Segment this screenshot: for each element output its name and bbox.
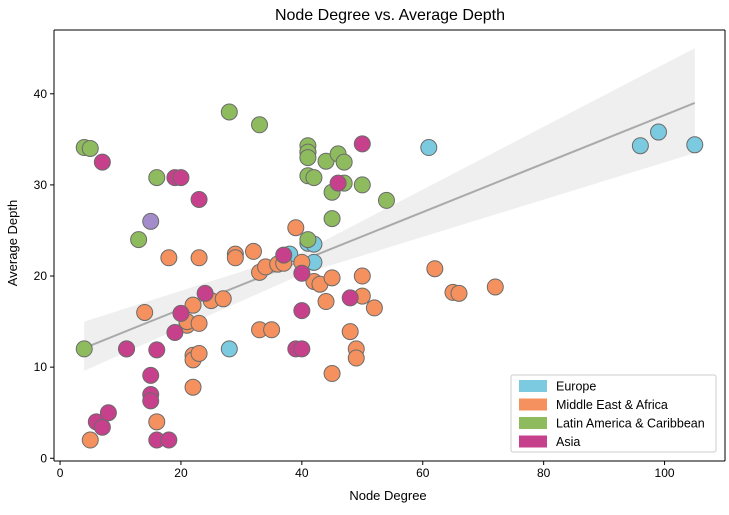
data-point-latin-america-caribbean <box>335 153 353 171</box>
x-tick-label: 20 <box>174 466 188 480</box>
data-point-asia <box>329 174 347 192</box>
data-point-middle-east-africa <box>365 299 383 317</box>
data-point-middle-east-africa <box>148 413 166 431</box>
data-point-middle-east-africa <box>226 249 244 267</box>
y-tick-label: 40 <box>34 87 48 101</box>
legend-swatch-latin-america-caribbean <box>519 417 547 429</box>
data-point-europe <box>650 123 668 141</box>
data-point-europe <box>631 137 649 155</box>
data-point-latin-america-caribbean <box>130 231 148 249</box>
legend-label-europe: Europe <box>556 380 596 394</box>
data-point-latin-america-caribbean <box>353 176 371 194</box>
data-point-latin-america-caribbean <box>220 103 238 121</box>
data-point-middle-east-africa <box>136 303 154 321</box>
legend-label-latin-america-caribbean: Latin America & Caribbean <box>556 417 705 431</box>
chart-title: Node Degree vs. Average Depth <box>275 7 505 24</box>
data-point-middle-east-africa <box>353 267 371 285</box>
data-point-asia <box>172 304 190 322</box>
data-point-asia <box>93 418 111 436</box>
data-point-middle-east-africa <box>244 242 262 260</box>
data-point-latin-america-caribbean <box>305 169 323 187</box>
data-point-asia <box>293 302 311 320</box>
data-point-latin-america-caribbean <box>323 210 341 228</box>
data-point-other <box>142 212 160 230</box>
legend-swatch-middle-east-africa <box>519 398 547 411</box>
data-point-asia <box>293 340 311 358</box>
data-point-asia <box>190 190 208 208</box>
data-point-europe <box>220 340 238 358</box>
data-point-middle-east-africa <box>323 269 341 287</box>
data-point-latin-america-caribbean <box>377 191 395 209</box>
data-point-asia <box>166 324 184 342</box>
x-tick-label: 100 <box>655 466 675 480</box>
x-axis-ticks: 0 20 40 60 80 100 <box>57 461 675 480</box>
data-point-middle-east-africa <box>317 293 335 311</box>
data-point-asia <box>196 284 214 302</box>
data-point-middle-east-africa <box>190 249 208 267</box>
data-point-asia <box>275 246 293 264</box>
data-point-europe <box>420 139 438 157</box>
y-tick-label: 10 <box>34 360 48 374</box>
data-point-asia <box>353 135 371 153</box>
confidence-band-layer <box>84 48 695 371</box>
confidence-band <box>84 48 695 371</box>
y-tick-label: 30 <box>34 178 48 192</box>
x-axis-label: Node Degree <box>349 488 426 503</box>
legend-swatch-asia <box>519 435 547 448</box>
data-point-middle-east-africa <box>347 349 365 367</box>
data-point-middle-east-africa <box>81 431 99 449</box>
data-point-middle-east-africa <box>323 365 341 383</box>
legend-label-asia: Asia <box>556 435 580 449</box>
data-point-latin-america-caribbean <box>299 149 317 167</box>
x-tick-label: 40 <box>295 466 309 480</box>
data-point-asia <box>148 341 166 359</box>
data-point-asia <box>142 366 160 384</box>
data-point-asia <box>99 404 117 422</box>
x-tick-label: 80 <box>537 466 551 480</box>
data-point-asia <box>341 289 359 307</box>
data-point-latin-america-caribbean <box>81 139 99 157</box>
data-point-asia <box>160 431 178 449</box>
legend-box <box>510 374 717 453</box>
data-point-asia <box>293 264 311 282</box>
data-point-middle-east-africa <box>190 344 208 362</box>
y-axis-ticks: 0 10 20 30 40 <box>34 87 54 465</box>
data-point-europe <box>686 136 704 154</box>
plot-frame <box>53 29 726 462</box>
y-tick-label: 20 <box>34 269 48 283</box>
data-point-latin-america-caribbean <box>148 169 166 187</box>
data-point-middle-east-africa <box>450 284 468 302</box>
data-point-middle-east-africa <box>184 378 202 396</box>
points-layer <box>75 103 704 449</box>
legend-items: Europe Middle East & Africa Latin America … <box>519 380 705 449</box>
data-point-middle-east-africa <box>160 249 178 267</box>
legend-swatch-europe <box>519 380 547 392</box>
x-tick-label: 60 <box>416 466 430 480</box>
data-point-latin-america-caribbean <box>299 231 317 249</box>
data-point-middle-east-africa <box>184 296 202 314</box>
data-point-middle-east-africa <box>263 321 281 339</box>
x-tick-label: 0 <box>57 466 64 480</box>
data-point-latin-america-caribbean <box>75 340 93 358</box>
legend: Europe Middle East & Africa Latin America … <box>510 374 717 453</box>
y-tick-label: 0 <box>40 451 47 465</box>
data-point-middle-east-africa <box>214 290 232 308</box>
legend-label-middle-east-africa: Middle East & Africa <box>556 398 668 412</box>
y-axis-label: Average Depth <box>5 200 20 287</box>
data-point-asia <box>172 169 190 187</box>
data-point-latin-america-caribbean <box>251 116 269 134</box>
data-point-middle-east-africa <box>486 278 504 296</box>
data-point-middle-east-africa <box>190 314 208 332</box>
data-point-asia <box>93 153 111 171</box>
data-point-middle-east-africa <box>341 323 359 341</box>
data-point-middle-east-africa <box>287 219 305 237</box>
data-point-middle-east-africa <box>426 260 444 278</box>
data-point-asia <box>118 340 136 358</box>
data-point-asia <box>142 392 160 410</box>
